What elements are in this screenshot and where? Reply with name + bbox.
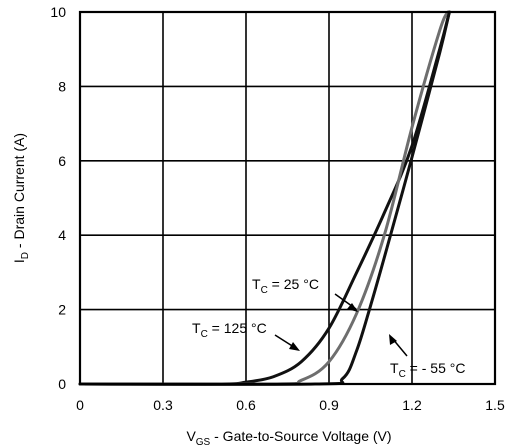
x-tick-label: 0.3	[153, 397, 173, 413]
y-tick-label: 8	[58, 78, 66, 94]
x-tick-label: 0	[76, 397, 84, 413]
x-axis-label: VGS - Gate-to-Source Voltage (V)	[186, 428, 391, 448]
x-tick-labels: 0 0.3 0.6 0.9 1.2 1.5	[76, 397, 505, 413]
grid	[79, 11, 496, 385]
arrowhead-tc-25	[347, 303, 358, 312]
arrowhead-tc-125	[289, 342, 300, 351]
y-axis-label: ID - Drain Current (A)	[11, 133, 31, 263]
y-tick-label: 2	[58, 302, 66, 318]
x-tick-label: 1.5	[485, 397, 505, 413]
annotation-tc-25: TC = 25 °C	[252, 276, 319, 296]
y-tick-labels: 0 2 4 6 8 10	[50, 4, 66, 392]
x-tick-label: 1.2	[402, 397, 422, 413]
arrowhead-tc-minus55	[389, 334, 397, 345]
plot-frame	[78, 10, 497, 386]
y-tick-label: 10	[50, 4, 66, 20]
annotation-tc-minus55: TC = - 55 °C	[390, 360, 465, 380]
y-tick-label: 4	[58, 227, 66, 243]
x-tick-label: 0.9	[319, 397, 339, 413]
x-tick-label: 0.6	[236, 397, 256, 413]
y-tick-label: 6	[58, 153, 66, 169]
y-tick-label: 0	[58, 376, 66, 392]
annotation-tc-125: TC = 125 °C	[192, 320, 267, 340]
